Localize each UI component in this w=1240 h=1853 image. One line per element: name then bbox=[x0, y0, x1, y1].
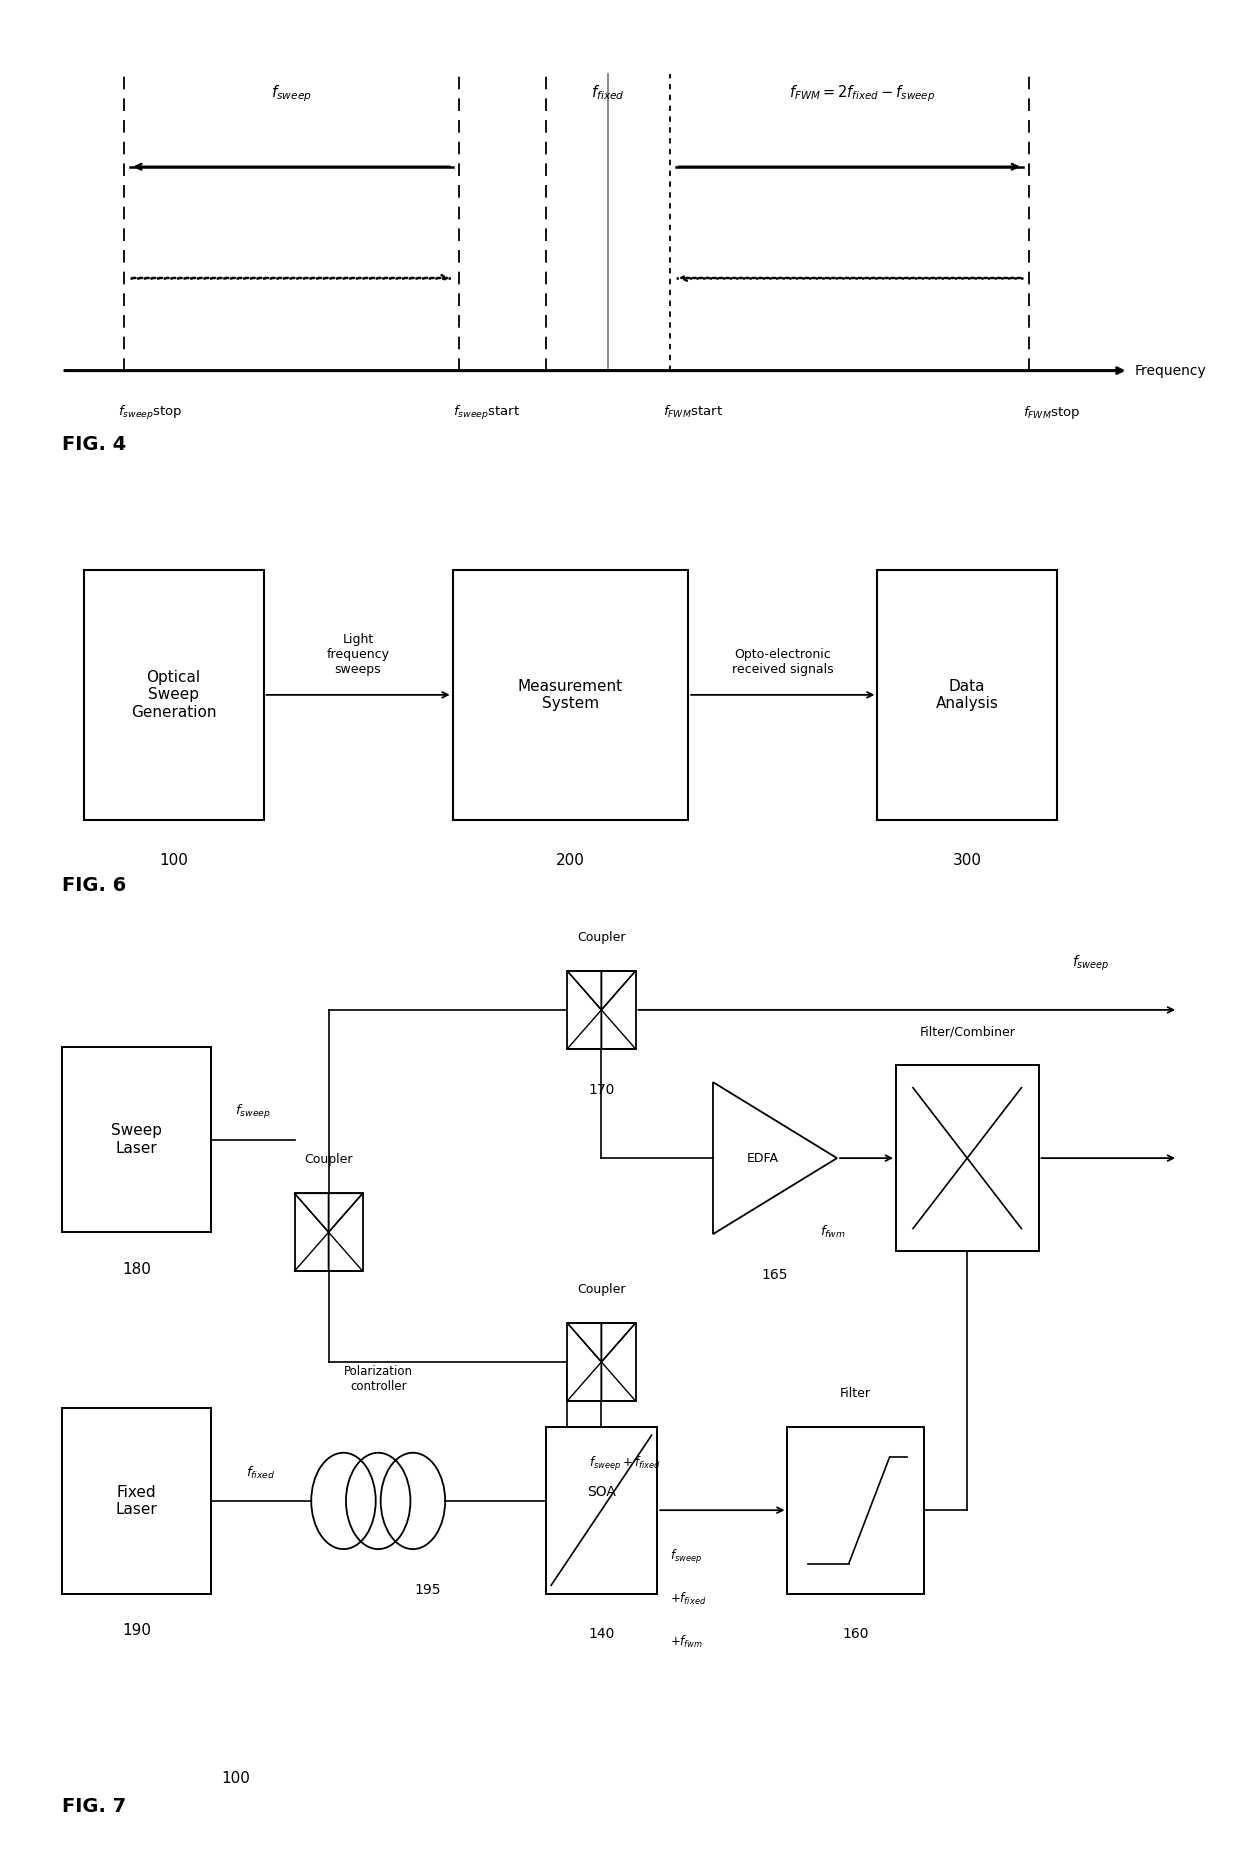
Text: 300: 300 bbox=[952, 852, 982, 869]
FancyBboxPatch shape bbox=[295, 1193, 363, 1271]
Text: $f_{sweep}$: $f_{sweep}$ bbox=[670, 1547, 702, 1566]
FancyBboxPatch shape bbox=[787, 1427, 924, 1594]
Text: Measurement
System: Measurement System bbox=[518, 678, 622, 712]
FancyBboxPatch shape bbox=[878, 571, 1058, 819]
Text: Polarization
controller: Polarization controller bbox=[343, 1364, 413, 1393]
Text: EDFA: EDFA bbox=[746, 1151, 779, 1166]
Text: FIG. 6: FIG. 6 bbox=[62, 876, 126, 895]
Text: $f_{sweep}$: $f_{sweep}$ bbox=[1073, 954, 1110, 973]
Text: FIG. 7: FIG. 7 bbox=[62, 1797, 126, 1816]
Text: 200: 200 bbox=[556, 852, 585, 869]
Text: Opto-electronic
received signals: Opto-electronic received signals bbox=[732, 649, 833, 676]
Text: $+ f_{fixed}$: $+ f_{fixed}$ bbox=[670, 1592, 706, 1607]
FancyBboxPatch shape bbox=[84, 571, 263, 819]
FancyBboxPatch shape bbox=[453, 571, 688, 819]
Text: $f_{sweep}$: $f_{sweep}$ bbox=[270, 83, 312, 104]
FancyBboxPatch shape bbox=[567, 1323, 635, 1401]
Text: 180: 180 bbox=[122, 1262, 151, 1277]
Text: 140: 140 bbox=[588, 1627, 615, 1642]
Text: $f_{fixed}$: $f_{fixed}$ bbox=[590, 83, 625, 102]
Text: $f_{FWM} = 2f_{fixed} - f_{sweep}$: $f_{FWM} = 2f_{fixed} - f_{sweep}$ bbox=[789, 83, 935, 104]
Text: Light
frequency
sweeps: Light frequency sweeps bbox=[326, 634, 389, 676]
FancyBboxPatch shape bbox=[62, 1047, 211, 1232]
Text: $+ f_{fwm}$: $+ f_{fwm}$ bbox=[670, 1634, 703, 1649]
Text: Filter: Filter bbox=[839, 1386, 870, 1401]
Text: Optical
Sweep
Generation: Optical Sweep Generation bbox=[131, 671, 216, 719]
Text: $f_{FWM}$start: $f_{FWM}$start bbox=[663, 404, 724, 421]
Text: 165: 165 bbox=[761, 1267, 789, 1282]
FancyBboxPatch shape bbox=[62, 1408, 211, 1594]
Text: 100: 100 bbox=[159, 852, 188, 869]
Text: $f_{sweep} + f_{fixed}$: $f_{sweep} + f_{fixed}$ bbox=[589, 1455, 661, 1473]
Text: Coupler: Coupler bbox=[577, 930, 626, 945]
FancyBboxPatch shape bbox=[546, 1427, 657, 1594]
Text: Sweep
Laser: Sweep Laser bbox=[110, 1123, 162, 1156]
Text: $f_{fixed}$: $f_{fixed}$ bbox=[246, 1466, 275, 1481]
FancyBboxPatch shape bbox=[567, 971, 635, 1049]
FancyBboxPatch shape bbox=[895, 1065, 1039, 1251]
Text: 190: 190 bbox=[122, 1623, 151, 1638]
Text: 100: 100 bbox=[221, 1771, 250, 1786]
Text: 170: 170 bbox=[588, 1082, 615, 1097]
Text: SOA: SOA bbox=[587, 1484, 616, 1499]
Text: 160: 160 bbox=[842, 1627, 869, 1642]
Text: $f_{FWM}$stop: $f_{FWM}$stop bbox=[1023, 404, 1080, 421]
Text: $f_{sweep}$start: $f_{sweep}$start bbox=[453, 404, 520, 422]
Text: Fixed
Laser: Fixed Laser bbox=[115, 1484, 157, 1518]
Text: Coupler: Coupler bbox=[304, 1153, 353, 1167]
Text: Frequency: Frequency bbox=[1135, 363, 1207, 378]
Text: $f_{sweep}$: $f_{sweep}$ bbox=[234, 1103, 270, 1121]
Text: $f_{sweep}$stop: $f_{sweep}$stop bbox=[118, 404, 182, 422]
Text: 195: 195 bbox=[414, 1582, 441, 1597]
Text: FIG. 4: FIG. 4 bbox=[62, 435, 126, 454]
Text: Filter/Combiner: Filter/Combiner bbox=[919, 1025, 1016, 1040]
Text: Coupler: Coupler bbox=[577, 1282, 626, 1297]
Text: Data
Analysis: Data Analysis bbox=[936, 678, 998, 712]
Text: $f_{fwm}$: $f_{fwm}$ bbox=[821, 1225, 846, 1240]
